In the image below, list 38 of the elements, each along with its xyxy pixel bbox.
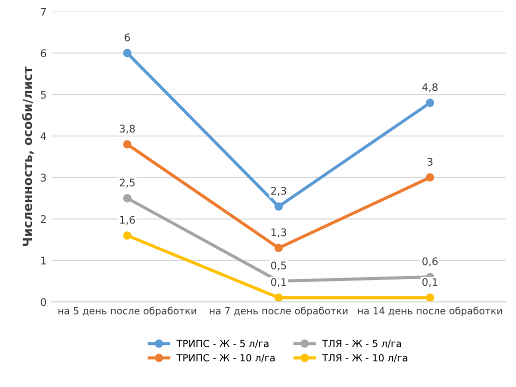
data-label: 0,5 [271, 262, 286, 270]
data-label: 6 [124, 33, 130, 42]
point [123, 140, 132, 148]
legend-label: ТЛЯ - Ж - 10 л/га [322, 354, 408, 362]
point [123, 48, 132, 58]
data-label: 2,3 [271, 186, 286, 196]
x-tick-label: на 7 день после обработки [210, 306, 348, 316]
legend-label: ТРИПС - Ж - 5 л/га [176, 340, 268, 348]
x-tick-label: на 5 день после обработки [58, 306, 196, 316]
legend-label: ТРИПС - Ж - 10 л/га [176, 354, 275, 362]
point [426, 98, 434, 107]
y-tick-label: 6 [40, 49, 46, 58]
point [274, 244, 283, 252]
point [426, 173, 434, 182]
y-tick-label: 5 [40, 90, 46, 99]
point [274, 294, 283, 302]
data-label: 0,1 [271, 278, 286, 288]
y-tick-label: 3 [40, 174, 46, 182]
data-label: 1,3 [272, 228, 286, 238]
legend-label: ТЛЯ - Ж - 5 л/га [322, 340, 401, 348]
data-label: 1,6 [120, 216, 135, 225]
data-label: 0,6 [422, 257, 438, 266]
y-tick-label: 0 [40, 298, 46, 306]
y-tick-label: 2 [40, 215, 46, 223]
point [426, 294, 434, 302]
data-label: 2,5 [120, 178, 135, 188]
point [274, 202, 283, 211]
point [123, 194, 132, 202]
y-tick-label: 4 [40, 132, 46, 140]
data-label: 3 [427, 158, 432, 166]
data-label: 3,8 [120, 124, 135, 134]
data-label: 0,1 [422, 278, 438, 288]
y-axis-title: Численность, особи/лист [22, 66, 34, 246]
data-label: 4,8 [422, 83, 438, 92]
y-tick-label: 7 [40, 8, 46, 16]
x-tick-label: на 14 день после обработки [358, 306, 502, 316]
point [123, 231, 132, 240]
y-tick-label: 1 [41, 256, 46, 264]
